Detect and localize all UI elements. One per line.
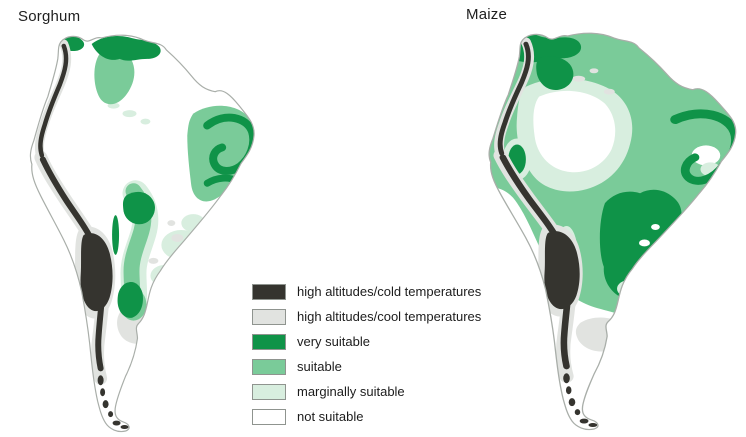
east-coast-strip xyxy=(727,168,736,211)
zone-blob xyxy=(150,264,181,287)
ring-white-interior xyxy=(691,145,721,166)
map-maize xyxy=(488,32,737,431)
legend-label: very suitable xyxy=(297,334,370,349)
legend-item: high altitudes/cold temperatures xyxy=(252,284,481,300)
zone-blob xyxy=(140,118,151,125)
pacific-coast-dot xyxy=(16,225,24,237)
bolivia-patch xyxy=(122,191,155,225)
patagonia-black-dot xyxy=(100,388,106,397)
maize-southern-very-suitable xyxy=(599,189,689,303)
zone-blob xyxy=(625,291,646,306)
legend-swatch xyxy=(252,284,286,300)
white-hole xyxy=(646,253,656,260)
white-hole xyxy=(638,239,650,247)
zone-blob xyxy=(182,247,193,254)
zone-blob xyxy=(148,257,159,264)
patagonia-black-dot xyxy=(563,373,570,384)
venezuela-coast-patch xyxy=(91,35,161,61)
patagonia-black-dot xyxy=(568,398,576,407)
zone-blob xyxy=(589,68,599,74)
zone-blob xyxy=(122,110,137,118)
zone-blob xyxy=(603,88,615,95)
legend-swatch xyxy=(252,309,286,325)
zone-blob xyxy=(572,75,586,82)
patagonia-black-dot xyxy=(97,375,104,386)
patagonia-black-dot xyxy=(565,386,572,395)
legend-swatch xyxy=(252,359,286,375)
map-sorghum xyxy=(16,34,255,433)
patagonia-black-dot xyxy=(579,418,589,424)
maize-map-title: Maize xyxy=(466,6,508,23)
zone-blob xyxy=(171,234,184,242)
andes-black-north xyxy=(497,41,531,156)
legend-item: high altitudes/cool temperatures xyxy=(252,309,481,325)
legend-label: high altitudes/cool temperatures xyxy=(297,309,482,324)
legend-item: not suitable xyxy=(252,409,481,425)
sorghum-map-title: Sorghum xyxy=(18,8,81,25)
zone-blob xyxy=(161,230,202,260)
sorghum-zone-layers xyxy=(16,35,255,430)
legend-swatch xyxy=(252,409,286,425)
legend: high altitudes/cold temperatures high al… xyxy=(252,284,481,434)
sorghum-andes-region xyxy=(34,39,129,430)
altiplano-black xyxy=(544,231,580,310)
llanos-suitable-patch xyxy=(94,50,135,105)
legend-item: suitable xyxy=(252,359,481,375)
legend-label: not suitable xyxy=(297,409,364,424)
patagonia-black-dot xyxy=(102,400,109,409)
maize-andes-region xyxy=(493,37,598,428)
maize-coastline-outline xyxy=(488,32,737,431)
pacific-coast-dot xyxy=(22,200,28,210)
tierra-del-fuego-black-dot xyxy=(120,425,129,430)
white-hole xyxy=(651,224,660,231)
legend-item: marginally suitable xyxy=(252,384,481,400)
legend-label: suitable xyxy=(297,359,342,374)
patagonia-black-dot xyxy=(112,420,121,426)
legend-label: high altitudes/cold temperatures xyxy=(297,284,482,299)
north-extension-blob xyxy=(536,56,574,91)
andes-black-north xyxy=(38,43,69,158)
west-amazon-white-core xyxy=(533,90,616,173)
patagonia-black-dot xyxy=(108,411,114,418)
legend-item: very suitable xyxy=(252,334,481,350)
southern-patch xyxy=(117,281,143,318)
andes-edge-sliver xyxy=(112,215,120,255)
tierra-del-fuego-black-dot xyxy=(588,423,598,428)
zone-blob xyxy=(167,220,176,227)
sorghum-coastline-outline xyxy=(29,34,255,433)
legend-swatch xyxy=(252,384,286,400)
legend-swatch xyxy=(252,334,286,350)
altiplano-black xyxy=(80,233,113,312)
legend-label: marginally suitable xyxy=(297,384,405,399)
patagonia-black-dot xyxy=(574,409,581,416)
